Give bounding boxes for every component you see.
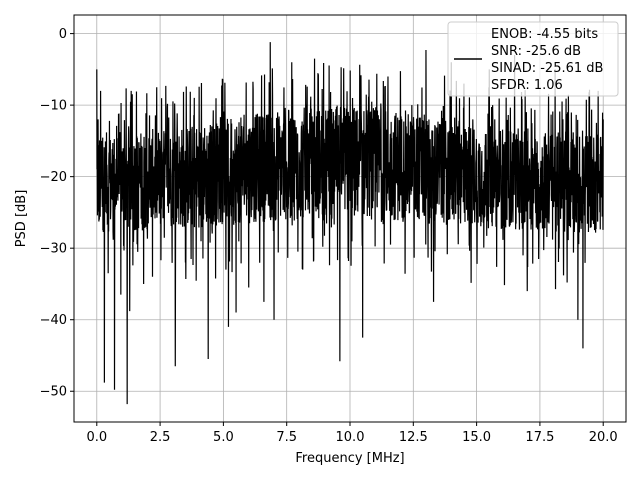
x-tick-label: 2.5 bbox=[150, 430, 171, 445]
plot-area bbox=[96, 42, 604, 405]
legend-entry-snr: SNR: -25.6 dB bbox=[491, 44, 581, 59]
x-tick-label: 10.0 bbox=[336, 430, 365, 445]
y-tick-label: 0 bbox=[59, 27, 67, 42]
x-tick-label: 17.5 bbox=[525, 430, 554, 445]
legend-box bbox=[447, 21, 619, 97]
y-tick-label: −40 bbox=[40, 313, 67, 328]
y-tick-label: −10 bbox=[40, 99, 67, 114]
legend-entry-sfdr: SFDR: 1.06 bbox=[491, 78, 563, 93]
x-tick-label: 12.5 bbox=[399, 430, 428, 445]
legend: ENOB: -4.55 bits SNR: -25.6 dB SINAD: -2… bbox=[447, 21, 619, 97]
x-tick-label: 15.0 bbox=[462, 430, 491, 445]
x-tick-label: 20.0 bbox=[589, 430, 618, 445]
legend-entry-sinad: SINAD: -25.61 dB bbox=[491, 61, 603, 76]
x-axis-label: Frequency [MHz] bbox=[295, 451, 404, 466]
y-tick-label: −30 bbox=[40, 242, 67, 257]
y-axis-label: PSD [dB] bbox=[14, 190, 29, 248]
y-tick-label: −50 bbox=[40, 385, 67, 400]
x-axis-ticks: 0.0 2.5 5.0 7.5 10.0 12.5 15.0 17.5 20.0 bbox=[86, 422, 618, 445]
x-tick-label: 7.5 bbox=[276, 430, 297, 445]
x-tick-label: 5.0 bbox=[213, 430, 234, 445]
psd-series-line bbox=[96, 42, 604, 405]
legend-entry-enob: ENOB: -4.55 bits bbox=[491, 27, 598, 42]
y-tick-label: −20 bbox=[40, 170, 67, 185]
x-tick-label: 0.0 bbox=[86, 430, 107, 445]
y-axis-ticks: 0 −10 −20 −30 −40 −50 bbox=[40, 27, 74, 400]
